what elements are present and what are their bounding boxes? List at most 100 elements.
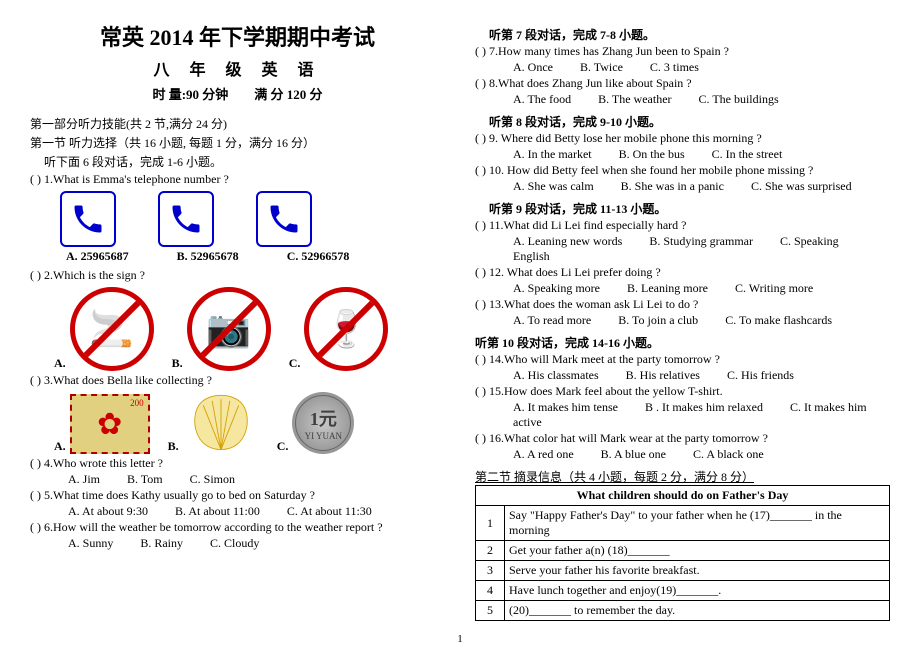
- exam-subtitle: 八 年 级 英 语: [30, 56, 445, 80]
- q16-a: A. A red one: [513, 447, 574, 461]
- question-12: ( ) 12. What does Li Lei prefer doing ?: [475, 265, 890, 280]
- coin-icon: 1元 YI YUAN: [292, 392, 354, 454]
- question-16: ( ) 16.What color hat will Mark wear at …: [475, 431, 890, 446]
- q16-c: C. A black one: [693, 447, 764, 461]
- sign-b-wrap: B. 📷: [172, 287, 271, 371]
- q11-options: A. Leaning new words B. Studying grammar…: [513, 234, 890, 264]
- table-row: 3Serve your father his favorite breakfas…: [476, 561, 890, 581]
- label-b: B.: [172, 356, 183, 371]
- section1b: 听下面 6 段对话，完成 1-6 小题。: [30, 153, 445, 170]
- dialog9-head: 听第 9 段对话，完成 11-13 小题。: [475, 200, 890, 217]
- section1a: 第一节 听力选择（共 16 小题, 每题 1 分，满分 16 分）: [30, 134, 445, 151]
- no-smoking-icon: 🚬: [70, 287, 154, 371]
- q15-b: B . It makes him relaxed: [645, 400, 763, 414]
- question-13: ( ) 13.What does the woman ask Li Lei to…: [475, 297, 890, 312]
- q4-a: A. Jim: [68, 472, 100, 486]
- q16-options: A. A red one B. A blue one C. A black on…: [513, 447, 890, 462]
- table-row: 2Get your father a(n) (18)_______: [476, 541, 890, 561]
- q14-options: A. His classmates B. His relatives C. Hi…: [513, 368, 890, 383]
- question-11: ( ) 11.What did Li Lei find especially h…: [475, 218, 890, 233]
- question-7: ( ) 7.How many times has Zhang Jun been …: [475, 44, 890, 59]
- q10-b: B. She was in a panic: [621, 179, 724, 193]
- part1-heading: 第一部分听力技能(共 2 节,满分 24 分): [30, 115, 445, 132]
- q8-c: C. The buildings: [699, 92, 779, 106]
- stamp-icon: 200 ✿: [70, 394, 150, 454]
- q1-opt-a: A. 25965687: [66, 249, 129, 264]
- dialog10-head: 听第 10 段对话，完成 14-16 小题。: [475, 334, 890, 351]
- q14-a: A. His classmates: [513, 368, 599, 382]
- row-text: Get your father a(n) (18)_______: [505, 541, 890, 561]
- q8-a: A. The food: [513, 92, 571, 106]
- q9-c: C. In the street: [712, 147, 783, 161]
- question-14: ( ) 14.Who will Mark meet at the party t…: [475, 352, 890, 367]
- exam-title: 常英 2014 年下学期期中考试: [30, 20, 445, 52]
- q7-c: C. 3 times: [650, 60, 699, 74]
- label-b: B.: [168, 439, 179, 454]
- q5-a: A. At about 9:30: [68, 504, 148, 518]
- question-15: ( ) 15.How does Mark feel about the yell…: [475, 384, 890, 399]
- q14-c: C. His friends: [727, 368, 794, 382]
- collect-a: A. 200 ✿: [54, 394, 150, 454]
- exam-page: 常英 2014 年下学期期中考试 八 年 级 英 语 时 量:90 分钟 满 分…: [30, 20, 890, 621]
- dialog7-head: 听第 7 段对话，完成 7-8 小题。: [475, 26, 890, 43]
- table-title: What children should do on Father's Day: [476, 486, 890, 506]
- q8-options: A. The food B. The weather C. The buildi…: [513, 92, 890, 107]
- q12-c: C. Writing more: [735, 281, 813, 295]
- section2-heading: 第二节 摘录信息（共 4 小题，每题 2 分，满分 8 分）: [475, 468, 890, 485]
- question-1: ( ) 1.What is Emma's telephone number ?: [30, 172, 445, 187]
- collect-row: A. 200 ✿ B. C.: [54, 392, 445, 454]
- q13-c: C. To make flashcards: [725, 313, 832, 327]
- q1-opt-c: C. 52966578: [287, 249, 350, 264]
- label-a: A.: [54, 439, 66, 454]
- row-text: (20)_______ to remember the day.: [505, 601, 890, 621]
- right-column: 听第 7 段对话，完成 7-8 小题。 ( ) 7.How many times…: [475, 20, 890, 621]
- q9-options: A. In the market B. On the bus C. In the…: [513, 147, 890, 162]
- q6-c: C. Cloudy: [210, 536, 259, 550]
- question-6: ( ) 6.How will the weather be tomorrow a…: [30, 520, 445, 535]
- no-camera-icon: 📷: [187, 287, 271, 371]
- question-4: ( ) 4.Who wrote this letter ?: [30, 456, 445, 471]
- q9-b: B. On the bus: [619, 147, 685, 161]
- table-row: 5(20)_______ to remember the day.: [476, 601, 890, 621]
- q12-options: A. Speaking more B. Leaning more C. Writ…: [513, 281, 890, 296]
- question-3: ( ) 3.What does Bella like collecting ?: [30, 373, 445, 388]
- q15-a: A. It makes him tense: [513, 400, 618, 414]
- phone-icon: [158, 191, 214, 247]
- shell-icon: [183, 392, 259, 454]
- row-num: 4: [476, 581, 505, 601]
- label-a: A.: [54, 356, 66, 371]
- q6-options: A. Sunny B. Rainy C. Cloudy: [68, 536, 445, 551]
- q13-a: A. To read more: [513, 313, 591, 327]
- q7-options: A. Once B. Twice C. 3 times: [513, 60, 890, 75]
- question-2: ( ) 2.Which is the sign ?: [30, 268, 445, 283]
- question-5: ( ) 5.What time does Kathy usually go to…: [30, 488, 445, 503]
- stamp-value: 200: [130, 398, 144, 408]
- row-text: Serve your father his favorite breakfast…: [505, 561, 890, 581]
- row-num: 1: [476, 506, 505, 541]
- q8-b: B. The weather: [598, 92, 671, 106]
- row-num: 3: [476, 561, 505, 581]
- q5-c: C. At about 11:30: [287, 504, 372, 518]
- q4-options: A. Jim B. Tom C. Simon: [68, 472, 445, 487]
- q16-b: B. A blue one: [601, 447, 666, 461]
- q12-a: A. Speaking more: [513, 281, 600, 295]
- row-num: 5: [476, 601, 505, 621]
- q13-options: A. To read more B. To join a club C. To …: [513, 313, 890, 328]
- left-column: 常英 2014 年下学期期中考试 八 年 级 英 语 时 量:90 分钟 满 分…: [30, 20, 445, 621]
- q6-a: A. Sunny: [68, 536, 113, 550]
- q10-options: A. She was calm B. She was in a panic C.…: [513, 179, 890, 194]
- question-9: ( ) 9. Where did Betty lose her mobile p…: [475, 131, 890, 146]
- row-text: Have lunch together and enjoy(19)_______…: [505, 581, 890, 601]
- signs-row: A. 🚬 B. 📷 C. 🍷: [54, 287, 445, 371]
- label-c: C.: [289, 356, 301, 371]
- table-row: 4Have lunch together and enjoy(19)______…: [476, 581, 890, 601]
- info-table: What children should do on Father's Day …: [475, 485, 890, 621]
- collect-c: C. 1元 YI YUAN: [277, 392, 355, 454]
- q7-a: A. Once: [513, 60, 553, 74]
- row-text: Say "Happy Father's Day" to your father …: [505, 506, 890, 541]
- phone-icon: [60, 191, 116, 247]
- exam-meta: 时 量:90 分钟 满 分 120 分: [30, 84, 445, 103]
- no-drink-icon: 🍷: [304, 287, 388, 371]
- phone-icon: [256, 191, 312, 247]
- phone-icons-row: [60, 191, 445, 247]
